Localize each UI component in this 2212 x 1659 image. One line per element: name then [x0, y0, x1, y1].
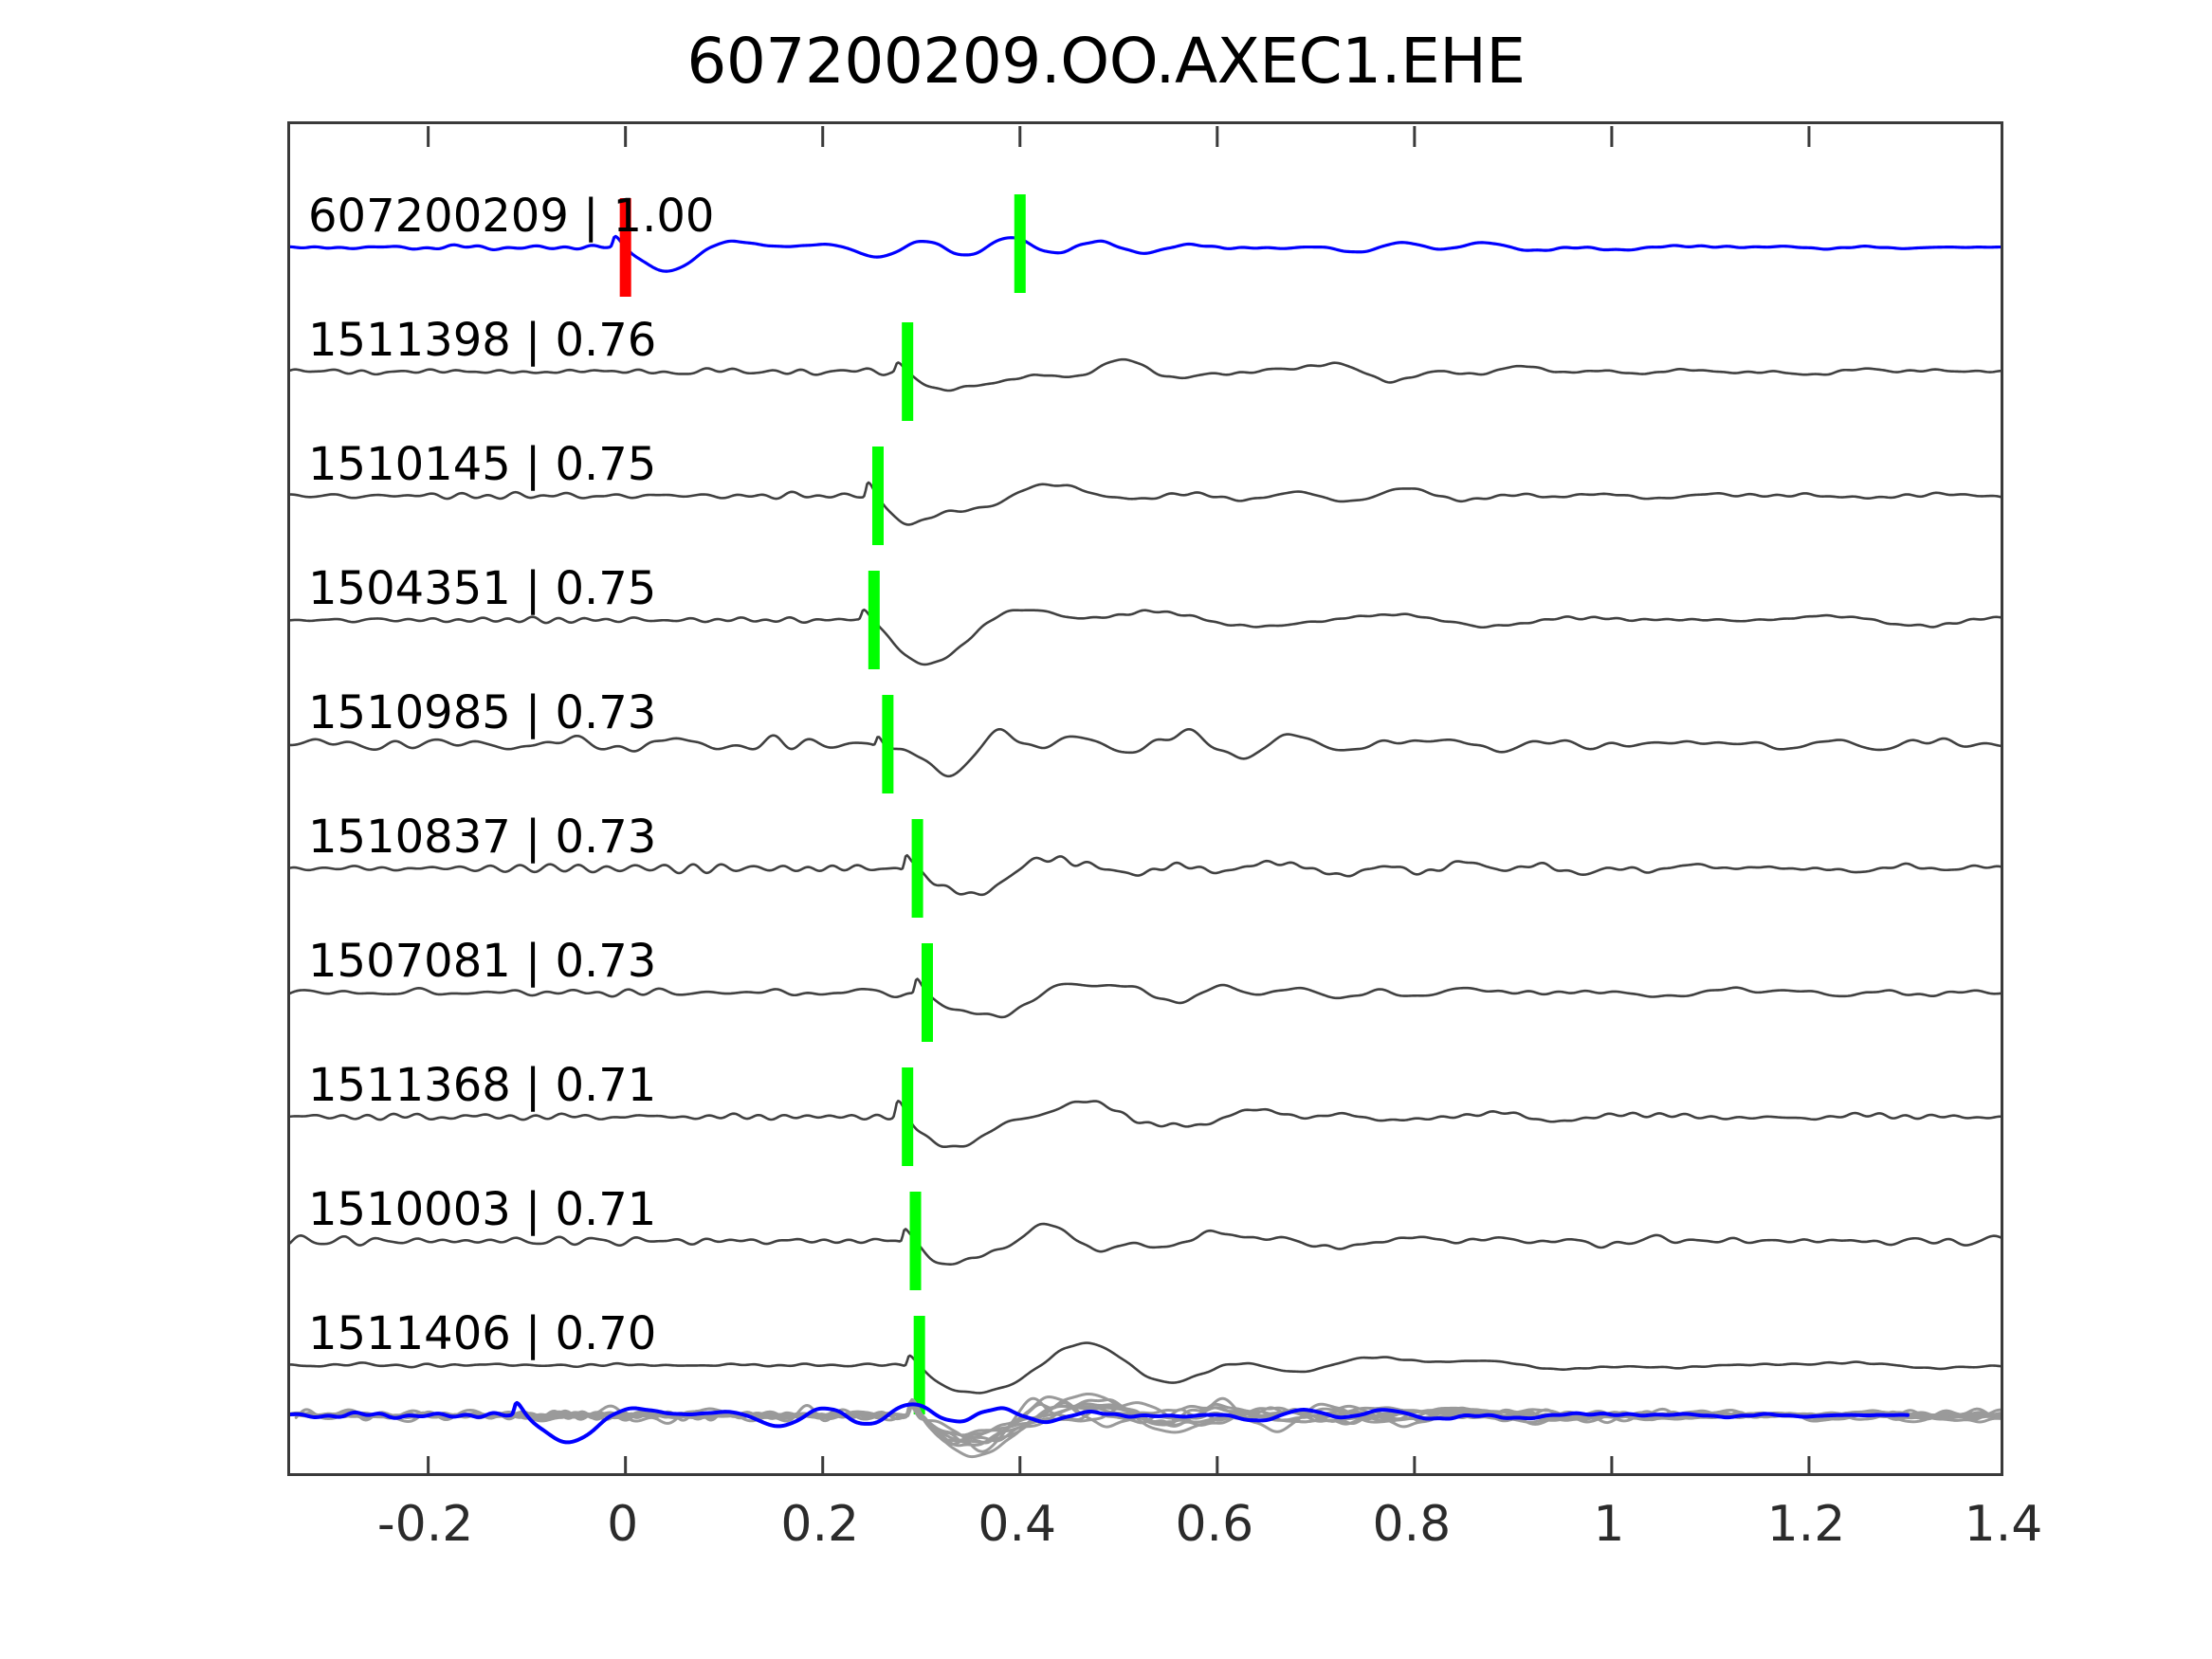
x-tick-label: -0.2	[376, 1496, 474, 1553]
waveform-1510145	[290, 481, 2001, 526]
overlay-trace	[321, 1396, 2001, 1453]
pick-marker-1511368	[902, 1067, 914, 1166]
trace-group-1510145	[290, 447, 2001, 545]
page-title: 607200209.OO.AXEC1.EHE	[686, 25, 1526, 98]
pick-marker-1510837	[911, 819, 923, 918]
pick-marker-1504351	[868, 571, 880, 669]
trace-group-1507081	[290, 943, 2001, 1042]
trace-group-1511368	[290, 1067, 2001, 1166]
trace-group-607200209	[290, 194, 2001, 297]
x-tick-label: 1	[1593, 1496, 1625, 1553]
pick-marker-1511398	[902, 322, 914, 421]
trace-group-1510985	[290, 695, 2001, 793]
pick-marker-607200209	[619, 198, 631, 297]
overlay-template-trace	[290, 1400, 1910, 1445]
overlay-stack	[290, 1392, 2001, 1459]
trace-group-1510837	[290, 819, 2001, 918]
x-tick-label: 1.4	[1964, 1496, 2043, 1553]
waveform-1507081	[290, 977, 2001, 1019]
x-tick-label: 0.8	[1372, 1496, 1452, 1553]
waveform-1510837	[290, 853, 2001, 897]
waveform-1511406	[290, 1341, 2001, 1395]
waveform-607200209	[290, 234, 2001, 273]
trace-group-1511398	[290, 322, 2001, 421]
plot-axes	[287, 121, 2003, 1476]
x-tick-label: 0	[607, 1496, 639, 1553]
trace-group-1511406	[290, 1316, 2001, 1414]
pick-marker-1510985	[882, 695, 894, 793]
pick-marker-1510003	[909, 1192, 922, 1290]
x-tick-marks	[427, 126, 1811, 1473]
x-tick-label: 0.6	[1175, 1496, 1254, 1553]
waveform-1511398	[290, 357, 2001, 392]
pick-marker-1507081	[921, 943, 933, 1042]
trace-group-1504351	[290, 571, 2001, 669]
x-tick-label: 1.2	[1766, 1496, 1846, 1553]
waveform-1510003	[290, 1222, 2001, 1266]
x-tick-label: 0.4	[978, 1496, 1057, 1553]
waveform-plot	[290, 126, 2001, 1473]
waveform-1504351	[290, 608, 2001, 666]
pick-marker-1510145	[871, 447, 884, 545]
secondary-pick-marker-607200209	[1014, 194, 1026, 293]
waveform-1510985	[290, 727, 2001, 778]
x-tick-label: 0.2	[780, 1496, 860, 1553]
pick-marker-1511406	[913, 1316, 925, 1414]
trace-group-1510003	[290, 1192, 2001, 1290]
waveform-1511368	[290, 1100, 2001, 1149]
